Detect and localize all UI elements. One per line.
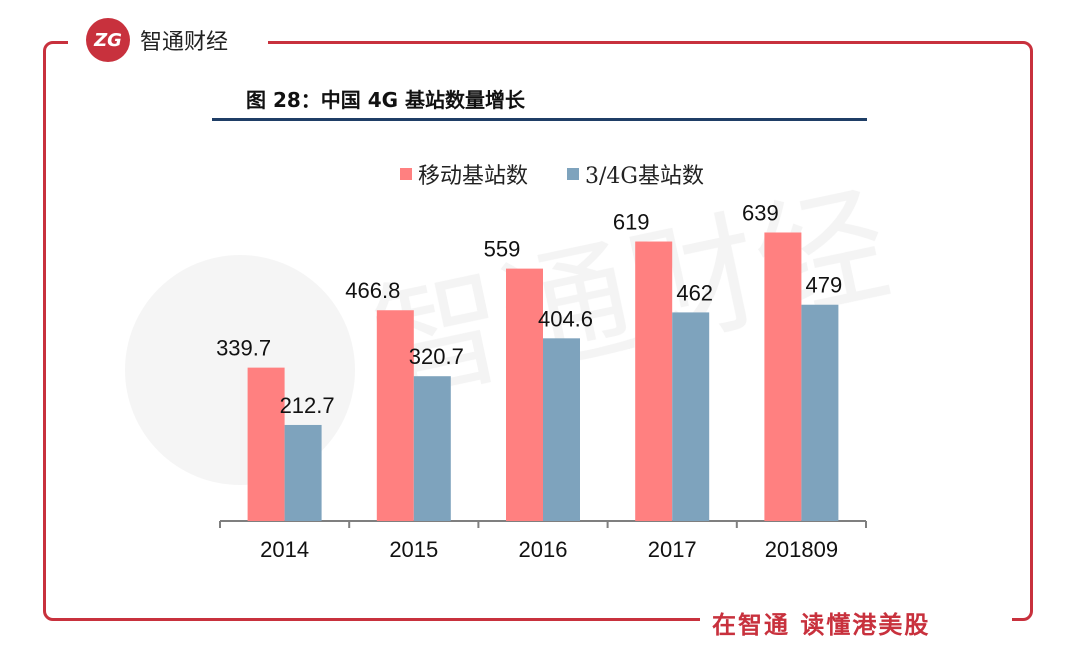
brand-logo-icon: ZG (86, 18, 130, 62)
x-tick-label-2015: 2015 (389, 537, 438, 562)
data-label-2-2014: 212.7 (280, 393, 335, 418)
bar-1-2015 (376, 310, 414, 521)
bar-2-201809 (801, 304, 839, 521)
data-label-1-2016: 559 (484, 237, 521, 262)
bar-1-2016 (506, 268, 543, 521)
data-label-2-2017: 462 (676, 280, 713, 305)
bar-1-2014 (247, 367, 285, 521)
data-label-1-201809: 639 (742, 200, 779, 225)
legend-swatch-2 (567, 168, 579, 180)
brand-name: 智通财经 (140, 30, 229, 55)
x-tick-label-2016: 2016 (519, 537, 568, 562)
title-rule (212, 118, 867, 121)
bar-2-2015 (413, 376, 451, 521)
data-label-2-2015: 320.7 (409, 344, 464, 369)
slogan: 在智通 读懂港美股 (712, 611, 931, 639)
x-tick-label-2014: 2014 (260, 537, 309, 562)
data-label-1-2014: 339.7 (216, 336, 271, 361)
data-label-2-201809: 479 (806, 273, 843, 298)
bar-2-2017 (672, 312, 710, 521)
data-label-1-2015: 466.8 (345, 278, 400, 303)
x-tick-label-201809: 201809 (765, 537, 838, 562)
card-frame (43, 41, 1033, 621)
bar-2-2014 (284, 424, 322, 521)
legend-label-2: 3/4G基站数 (585, 164, 704, 189)
x-tick-label-2017: 2017 (648, 537, 697, 562)
data-label-2-2016: 404.6 (538, 306, 593, 331)
frame-gap-bottom (700, 608, 1012, 634)
legend-swatch-1 (400, 168, 412, 180)
bar-1-2017 (635, 241, 673, 522)
legend-label-1: 移动基站数 (418, 164, 528, 189)
brand-header: ZG 智通财经 (86, 18, 228, 62)
bar-2-2016 (543, 338, 580, 521)
bar-1-201809 (764, 232, 802, 521)
figure-title: 图 28：中国 4G 基站数量增长 (246, 88, 526, 112)
data-label-1-2017: 619 (613, 210, 650, 235)
